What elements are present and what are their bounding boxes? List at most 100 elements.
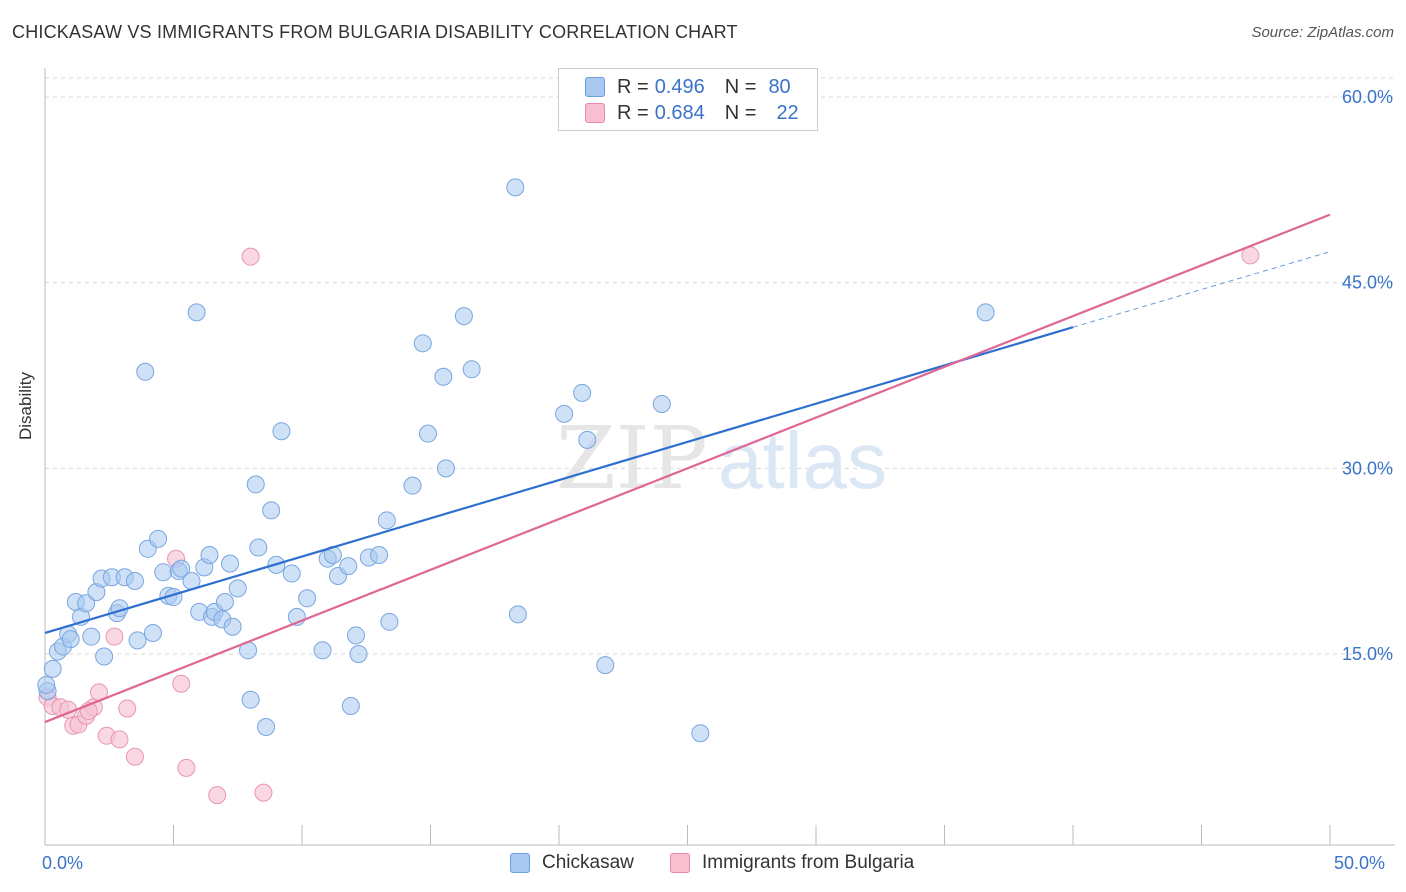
bulgaria-point	[105, 627, 124, 646]
chickasaw-point	[228, 579, 247, 598]
chickasaw-point	[187, 303, 206, 322]
grid-lines	[45, 77, 1395, 655]
chickasaw-point	[136, 362, 155, 381]
axes	[44, 68, 1395, 846]
chickasaw-point	[508, 605, 527, 624]
bulgaria-point	[110, 730, 129, 749]
chickasaw-point	[454, 307, 473, 326]
chickasaw-point	[436, 459, 455, 478]
legend-r-label: R =	[617, 75, 649, 98]
chickasaw-point	[246, 475, 265, 494]
chickasaw-point	[125, 571, 144, 590]
series-legend-label: Immigrants from Bulgaria	[702, 852, 915, 873]
legend-n-value: 80	[768, 75, 791, 98]
correlation-legend: R = 0.496 N = 80 R = 0.684 N = 22	[558, 68, 818, 131]
y-tick-label: 15.0%	[1342, 644, 1393, 664]
chickasaw-point	[43, 659, 62, 678]
chickasaw-point	[976, 303, 995, 322]
chickasaw-point	[506, 178, 525, 197]
legend-row-bulgaria: R = 0.684 N = 22	[585, 101, 799, 125]
chickasaw-point	[339, 557, 358, 576]
chickasaw-point	[462, 360, 481, 379]
y-tick-label: 45.0%	[1342, 273, 1393, 293]
series-legend-label: Chickasaw	[542, 852, 634, 873]
series-legend: Chickasaw Immigrants from Bulgaria	[0, 852, 1406, 878]
chickasaw-point	[418, 424, 437, 443]
legend-swatch-chickasaw	[585, 77, 605, 97]
chart-title: CHICKASAW VS IMMIGRANTS FROM BULGARIA DI…	[12, 22, 738, 42]
watermark: ZIP atlas	[556, 409, 887, 509]
chickasaw-point	[346, 626, 365, 645]
chickasaw-point	[172, 559, 191, 578]
legend-r-value: 0.496	[654, 75, 705, 98]
legend-n-label: N =	[724, 75, 757, 98]
chickasaw-point	[578, 430, 597, 449]
chickasaw-point	[652, 394, 671, 413]
bulgaria-point	[172, 674, 191, 693]
source-label: Source: ZipAtlas.com	[1251, 24, 1394, 41]
bulgaria-point	[125, 747, 144, 766]
chickasaw-point	[380, 612, 399, 631]
legend-n-value: 22	[776, 101, 799, 124]
series-swatch-bulgaria	[670, 853, 690, 873]
chickasaw-point	[241, 690, 260, 709]
legend-n-label: N =	[724, 101, 757, 124]
chickasaw-point	[272, 422, 291, 441]
chickasaw-point	[413, 334, 432, 353]
chickasaw-point	[377, 511, 396, 530]
chickasaw-point	[77, 594, 96, 613]
chickasaw-trend-line	[44, 326, 1074, 635]
bulgaria-point	[241, 247, 260, 266]
chickasaw-point	[149, 529, 168, 548]
bulgaria-point	[118, 699, 137, 718]
legend-swatch-bulgaria	[585, 103, 605, 123]
chickasaw-point	[341, 696, 360, 715]
chickasaw-point	[143, 623, 162, 642]
chickasaw-point	[262, 501, 281, 520]
series-legend-chickasaw[interactable]: Chickasaw	[510, 852, 634, 874]
chickasaw-point	[200, 545, 219, 564]
chickasaw-points	[37, 178, 995, 743]
chickasaw-point	[95, 647, 114, 666]
bulgaria-point	[177, 758, 196, 777]
chickasaw-point	[128, 631, 147, 650]
series-legend-bulgaria[interactable]: Immigrants from Bulgaria	[670, 852, 914, 874]
bulgaria-point	[208, 786, 227, 805]
x-tick-min: 0.0%	[42, 853, 84, 873]
chickasaw-point	[691, 724, 710, 743]
legend-r-label: R =	[617, 101, 649, 124]
y-tick-label: 30.0%	[1342, 458, 1393, 478]
chickasaw-point	[61, 630, 80, 649]
chickasaw-point	[257, 718, 276, 737]
chickasaw-point	[154, 563, 173, 582]
x-tick-max: 50.0%	[1334, 853, 1386, 873]
legend-row-chickasaw: R = 0.496 N = 80	[585, 75, 791, 99]
chickasaw-point	[221, 554, 240, 573]
chickasaw-point	[82, 627, 101, 646]
watermark-atlas: atlas	[718, 416, 887, 505]
chickasaw-point	[37, 675, 56, 694]
chickasaw-point	[370, 545, 389, 564]
bulgaria-point	[254, 783, 273, 802]
legend-r-value: 0.684	[654, 101, 705, 124]
y-tick-labels: 15.0% 30.0% 45.0% 60.0%	[1342, 87, 1393, 664]
chickasaw-trend-extension	[1072, 251, 1331, 328]
chickasaw-point	[215, 593, 234, 612]
chickasaw-point	[223, 617, 242, 636]
chickasaw-point	[573, 383, 592, 402]
chickasaw-point	[249, 538, 268, 557]
chickasaw-point	[434, 367, 453, 386]
trend-lines	[44, 213, 1331, 724]
chickasaw-point	[349, 645, 368, 663]
chickasaw-point	[596, 656, 615, 675]
chickasaw-point	[403, 476, 422, 495]
chickasaw-point	[282, 564, 301, 583]
chickasaw-point	[298, 589, 317, 608]
bulgaria-trend-line	[44, 213, 1331, 724]
series-swatch-chickasaw	[510, 853, 530, 873]
chickasaw-point	[555, 404, 574, 423]
bulgaria-points	[38, 246, 1260, 805]
y-tick-label: 60.0%	[1342, 87, 1393, 107]
chickasaw-point	[313, 641, 332, 660]
